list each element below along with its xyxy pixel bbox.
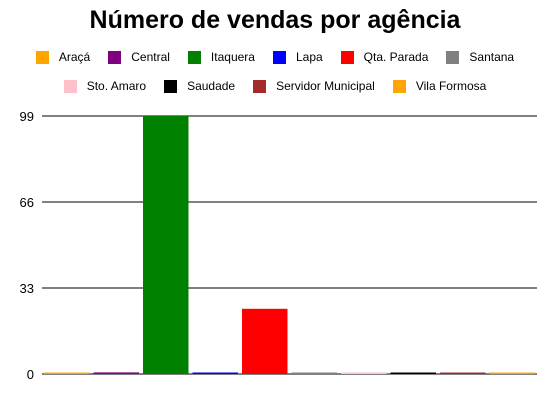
bar xyxy=(291,372,337,374)
chart-title: Número de vendas por agência xyxy=(89,6,461,34)
legend-swatch xyxy=(446,50,460,64)
bar xyxy=(242,308,288,374)
bar xyxy=(390,372,436,374)
legend-item: Itaquera xyxy=(187,50,255,64)
legend-row-1: Araçá Central Itaquera Lapa Qta. Parada Santa… xyxy=(0,50,550,64)
legend-swatch xyxy=(164,79,178,93)
y-tick-label: 33 xyxy=(20,281,34,296)
bar xyxy=(143,116,189,374)
legend-item: Lapa xyxy=(272,50,323,64)
legend-label: Itaquera xyxy=(210,50,255,64)
legend-swatch xyxy=(392,79,406,93)
legend-label: Servidor Municipal xyxy=(276,79,375,93)
legend-swatch xyxy=(108,50,122,64)
legend-label: Vila Formosa xyxy=(415,79,487,93)
bar xyxy=(44,372,90,374)
legend-item: Saudade xyxy=(164,79,235,93)
legend-label: Araçá xyxy=(58,50,91,64)
y-tick-label: 99 xyxy=(20,109,34,124)
legend-item: Sto. Amaro xyxy=(63,79,147,93)
legend-item: Central xyxy=(108,50,170,64)
legend-label: Santana xyxy=(469,50,515,64)
y-tick-label: 66 xyxy=(20,195,34,210)
bar xyxy=(341,372,387,374)
legend-item: Santana xyxy=(446,50,514,64)
bar xyxy=(192,372,238,374)
legend-item: Qta. Parada xyxy=(340,50,429,64)
legend-swatch xyxy=(253,79,267,93)
y-tick-label: 0 xyxy=(27,367,34,382)
legend-label: Central xyxy=(131,50,170,64)
bar xyxy=(489,372,535,374)
legend-swatch xyxy=(35,50,49,64)
legend-item: Servidor Municipal xyxy=(253,79,375,93)
legend-label: Lapa xyxy=(295,50,323,64)
bar xyxy=(93,372,139,374)
legend-swatch xyxy=(340,50,354,64)
legend-label: Saudade xyxy=(187,79,236,93)
legend-item: Vila Formosa xyxy=(392,79,487,93)
legend-swatch xyxy=(272,50,286,64)
bar xyxy=(440,372,486,374)
legend-swatch xyxy=(63,79,77,93)
legend-label: Sto. Amaro xyxy=(86,79,147,93)
legend-label: Qta. Parada xyxy=(363,50,429,64)
legend-row-2: Sto. Amaro Saudade Servidor Municipal Vila … xyxy=(0,79,550,93)
legend-swatch xyxy=(187,50,201,64)
legend-item: Araçá xyxy=(35,50,91,64)
